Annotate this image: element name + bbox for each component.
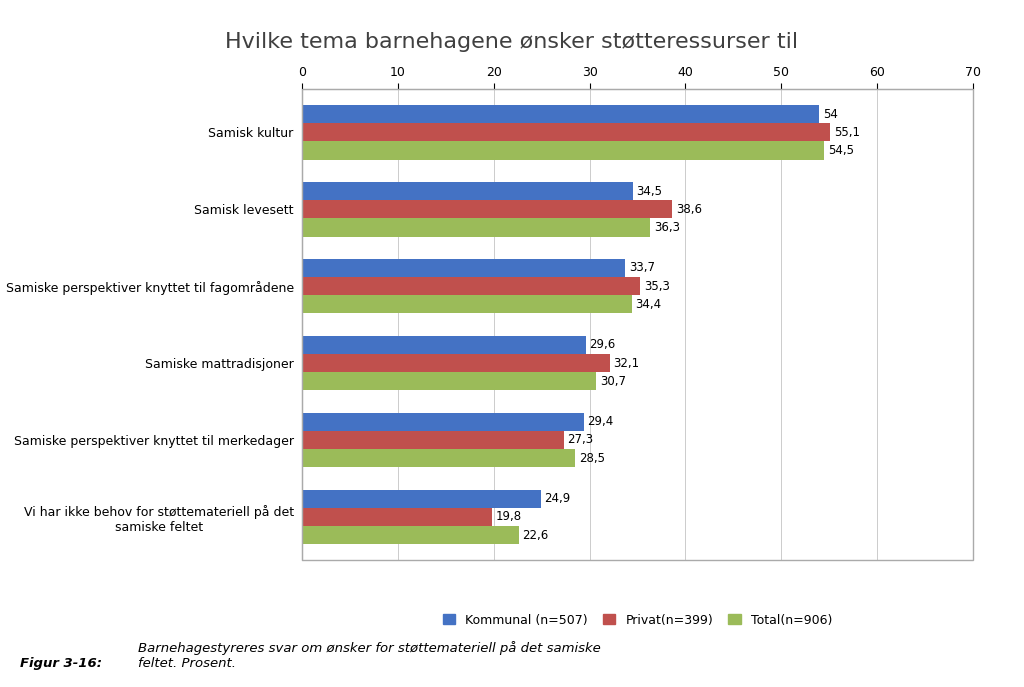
Text: 29,6: 29,6 [590, 339, 615, 351]
Bar [302, 123, 830, 142]
Text: 27,3: 27,3 [567, 433, 594, 447]
Text: 30,7: 30,7 [600, 375, 626, 387]
Bar [302, 354, 609, 372]
Bar [302, 431, 563, 449]
Text: 33,7: 33,7 [629, 262, 654, 274]
Text: 54: 54 [823, 108, 839, 121]
Bar [302, 182, 633, 200]
Bar [302, 449, 575, 467]
Bar [302, 526, 518, 544]
Bar [302, 105, 819, 123]
Text: 29,4: 29,4 [588, 415, 613, 428]
Text: Hvilke tema barnehagene ønsker støtteressurser til: Hvilke tema barnehagene ønsker støtteres… [225, 32, 799, 52]
Bar [302, 413, 584, 431]
Text: 22,6: 22,6 [522, 528, 549, 541]
Text: 24,9: 24,9 [545, 492, 570, 505]
Text: 34,5: 34,5 [637, 185, 663, 198]
Bar [302, 142, 824, 159]
Bar [302, 336, 586, 354]
Bar [302, 218, 650, 236]
Bar [302, 372, 596, 390]
Text: Barnehagestyreres svar om ønsker for støttemateriell på det samiske
feltet. Pros: Barnehagestyreres svar om ønsker for stø… [138, 641, 601, 670]
Text: 34,4: 34,4 [636, 298, 662, 311]
Text: 32,1: 32,1 [613, 357, 640, 370]
Bar [302, 490, 541, 508]
Text: 36,3: 36,3 [653, 221, 680, 234]
Text: 38,6: 38,6 [676, 203, 701, 216]
Text: 55,1: 55,1 [834, 126, 860, 139]
Bar [302, 295, 632, 313]
Bar [302, 200, 672, 218]
Text: 28,5: 28,5 [579, 451, 605, 464]
Bar [302, 277, 640, 295]
Text: 19,8: 19,8 [496, 510, 522, 523]
Text: 54,5: 54,5 [828, 144, 854, 157]
Legend: Kommunal (n=507), Privat(n=399), Total(n=906): Kommunal (n=507), Privat(n=399), Total(n… [442, 613, 833, 627]
Bar [302, 259, 625, 277]
Bar [302, 508, 492, 526]
Text: Figur 3-16:: Figur 3-16: [20, 657, 102, 670]
Text: 35,3: 35,3 [644, 280, 670, 293]
